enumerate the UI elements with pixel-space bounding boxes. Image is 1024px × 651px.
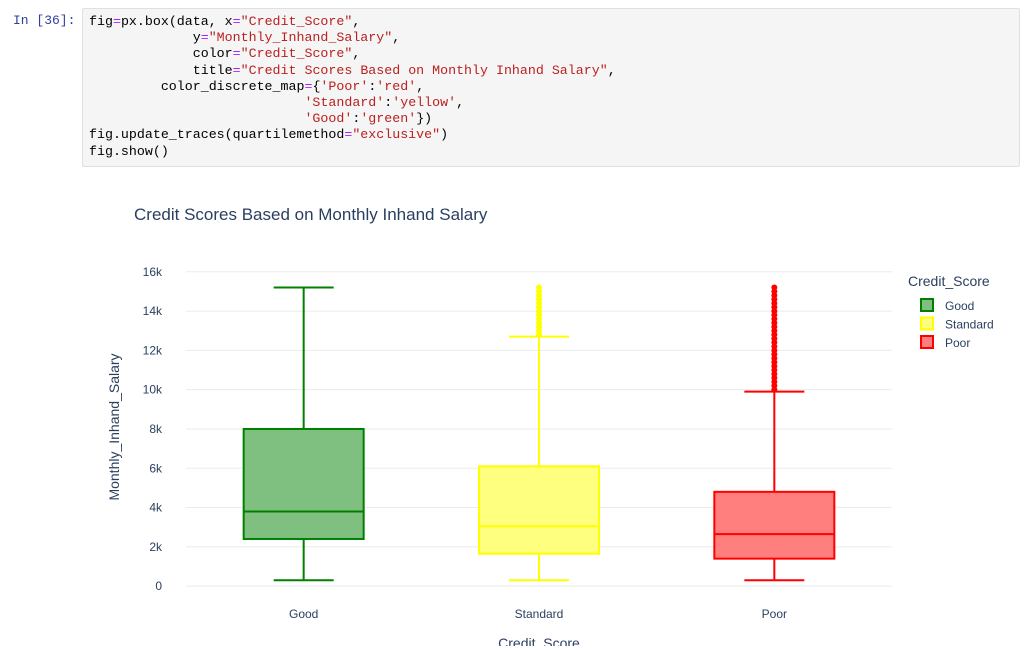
y-axis-title: Monthly_Inhand_Salary: [106, 353, 122, 500]
code-token: fig: [89, 14, 113, 29]
code-operator: =: [344, 127, 353, 143]
code-string: "Credit_Score": [240, 14, 353, 29]
code-token: {: [312, 78, 321, 94]
y-tick-label: 6k: [149, 461, 163, 475]
box-plot-chart[interactable]: Credit Scores Based on Monthly Inhand Sa…: [82, 186, 1020, 651]
code-operator: =: [232, 14, 241, 29]
code-token: }): [416, 111, 433, 127]
x-tick-label: Good: [289, 607, 318, 621]
code-token: fig.update_traces(quartilemethod: [89, 127, 345, 143]
output-area: Credit Scores Based on Monthly Inhand Sa…: [82, 186, 1020, 651]
code-string: "Credit Scores Based on Monthly Inhand S…: [240, 62, 608, 78]
y-tick-label: 8k: [149, 422, 163, 436]
x-tick-label: Standard: [515, 607, 564, 621]
code-token: :: [368, 78, 377, 94]
code-cell[interactable]: fig=px.box(data, x="Credit_Score", y="Mo…: [82, 8, 1020, 167]
outlier-point: [536, 284, 542, 291]
code-line: fig.update_traces(quartilemethod="exclus…: [89, 127, 448, 142]
legend-swatch-good: [920, 298, 934, 312]
code-line: fig.show(): [89, 144, 169, 159]
code-string: "Monthly_Inhand_Salary": [208, 30, 393, 46]
outlier-point: [771, 284, 778, 291]
y-tick-label: 16k: [143, 265, 163, 279]
legend-item-label: Standard: [945, 318, 994, 332]
y-tick-label: 2k: [149, 540, 163, 554]
code-operator: =: [232, 62, 241, 78]
code-line: title="Credit Scores Based on Monthly In…: [89, 63, 616, 78]
code-token: [89, 95, 304, 110]
box-good: [242, 427, 365, 540]
code-string: 'Standard': [304, 95, 385, 111]
code-operator: =: [304, 78, 313, 94]
code-token: ,: [456, 95, 465, 111]
box-poor: [713, 490, 836, 560]
code-token: ): [440, 127, 449, 143]
code-line: y="Monthly_Inhand_Salary",: [89, 30, 401, 46]
code-token: [89, 111, 304, 126]
code-token: ,: [392, 30, 401, 46]
code-string: 'Good': [304, 111, 353, 127]
code-string: 'yellow': [392, 95, 457, 111]
code-token: :: [352, 111, 361, 127]
code-token: ,: [352, 46, 361, 62]
code-line: 'Good':'green'}): [89, 111, 432, 126]
legend-swatch-poor: [920, 335, 934, 349]
code-line: 'Standard':'yellow',: [89, 95, 464, 110]
y-tick-label: 0: [155, 579, 162, 593]
code-token: y: [89, 30, 201, 46]
code-line: color_discrete_map={'Poor':'red',: [89, 79, 424, 94]
legend-item-label: Poor: [945, 336, 970, 350]
y-tick-label: 4k: [149, 501, 163, 515]
code-token: ,: [352, 14, 361, 29]
legend-swatch-standard: [920, 316, 934, 331]
x-axis-title: Credit_Score: [498, 635, 580, 646]
legend-title: Credit_Score: [908, 273, 990, 289]
code-string: "Credit_Score": [240, 46, 353, 62]
code-token: ,: [607, 62, 616, 78]
code-token: color_discrete_map: [89, 78, 305, 94]
code-string: 'red': [376, 78, 417, 94]
x-tick-label: Poor: [762, 607, 787, 621]
chart-title: Credit Scores Based on Monthly Inhand Sa…: [134, 205, 488, 224]
code-token: fig.show(): [89, 143, 169, 159]
code-token: px.box(data, x: [120, 14, 233, 29]
code-line: color="Credit_Score",: [89, 46, 361, 62]
code-line: fig=px.box(data, x="Credit_Score",: [89, 14, 360, 29]
y-tick-label: 12k: [143, 343, 163, 357]
code-token: ,: [416, 78, 425, 94]
code-string: "exclusive": [352, 127, 441, 143]
code-string: 'Poor': [320, 78, 369, 94]
code-editor[interactable]: fig=px.box(data, x="Credit_Score", y="Mo…: [83, 9, 1019, 165]
code-operator: =: [232, 46, 241, 62]
code-token: color: [89, 46, 233, 62]
y-tick-label: 10k: [143, 383, 163, 397]
code-operator: =: [112, 14, 121, 29]
code-string: 'green': [360, 111, 417, 127]
cell-prompt: In [36]:: [13, 13, 76, 28]
y-tick-label: 14k: [143, 304, 163, 318]
code-operator: =: [200, 30, 209, 46]
box-standard: [478, 465, 600, 555]
code-token: title: [89, 62, 233, 78]
legend-item-label: Good: [945, 299, 974, 313]
code-token: :: [384, 95, 393, 111]
